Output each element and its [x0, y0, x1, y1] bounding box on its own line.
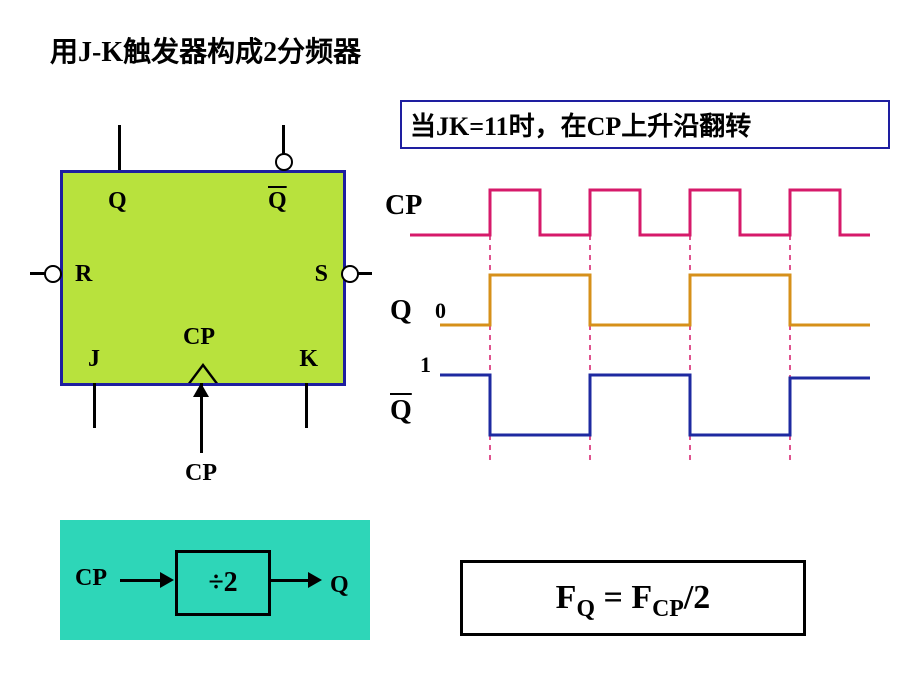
- div-label-cp: CP: [75, 565, 107, 592]
- label-j: J: [88, 346, 100, 373]
- label-cp-inside: CP: [183, 324, 215, 351]
- wave-label-cp: CP: [385, 190, 422, 222]
- wire-s: [357, 272, 372, 275]
- bubble-qbar: [275, 153, 293, 171]
- waveform-qbar: [440, 375, 870, 435]
- div-label-q: Q: [330, 572, 349, 599]
- wave-label-qbar: Q: [390, 395, 412, 427]
- timing-diagram: [380, 160, 880, 480]
- wire-j: [93, 383, 96, 428]
- jk-flipflop-block: Q Q R S J K CP: [60, 170, 346, 386]
- label-r: R: [75, 261, 92, 288]
- div-wire-out: [268, 579, 313, 582]
- arrow-cp-icon: [193, 383, 209, 397]
- wire-qbar-top: [282, 125, 285, 155]
- label-s: S: [315, 261, 328, 288]
- caption-box: 当JK=11时，在CP上升沿翻转: [400, 100, 890, 149]
- label-k: K: [299, 346, 318, 373]
- div-by-2-box: ÷2: [175, 550, 271, 616]
- wire-k: [305, 383, 308, 428]
- arrow-in-icon: [160, 572, 174, 588]
- div-wire-in: [120, 579, 165, 582]
- label-cp-below: CP: [185, 460, 217, 487]
- wave-init-0: 0: [435, 298, 446, 324]
- waveform-cp: [410, 190, 870, 235]
- formula-text: FQ = FCP/2: [556, 579, 711, 616]
- bubble-r: [44, 265, 62, 283]
- divider-block: CP ÷2 Q: [60, 520, 370, 640]
- formula-box: FQ = FCP/2: [460, 560, 806, 636]
- waveform-q: [440, 275, 870, 325]
- page-title: 用J-K触发器构成2分频器: [50, 30, 361, 70]
- wire-r: [30, 272, 45, 275]
- arrow-out-icon: [308, 572, 322, 588]
- wave-label-q: Q: [390, 295, 412, 327]
- wave-init-1: 1: [420, 352, 431, 378]
- label-q: Q: [108, 188, 127, 215]
- wire-q-top: [118, 125, 121, 170]
- label-qbar: Q: [268, 188, 287, 215]
- bubble-s: [341, 265, 359, 283]
